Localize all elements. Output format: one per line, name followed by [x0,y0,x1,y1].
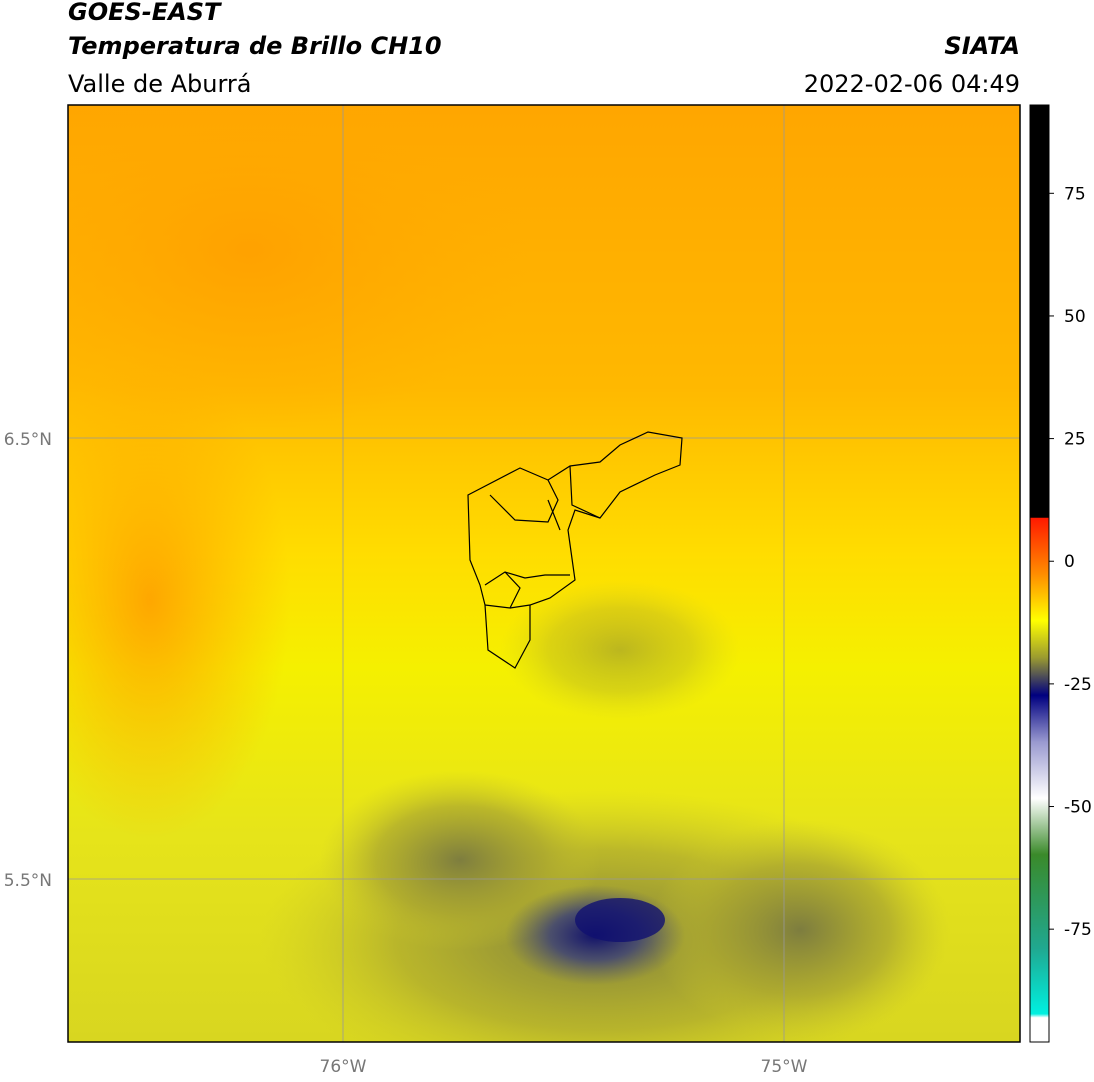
colorbar-tick-label: -50 [1064,798,1092,818]
subtitle: Temperatura de Brillo CH10 [68,32,442,60]
colorbar-tick-label: 75 [1064,184,1086,204]
boundaries [467,431,683,669]
map-raster [68,105,1020,1042]
colorbar-tick-label: 0 [1064,552,1075,572]
lat-label: 5.5°N [4,871,52,891]
colorbar-tick-label: 25 [1064,430,1086,450]
lon-label: 76°W [320,1057,367,1077]
map-frame [67,104,1021,1043]
colorbar-tick-label: -75 [1064,920,1092,940]
title: GOES-EAST [68,0,222,26]
colorbar-tick-label: 50 [1064,307,1086,327]
colorbar-tick-label: -25 [1064,675,1092,695]
region: Valle de Aburrá [68,70,252,98]
lat-label: 6.5°N [4,430,52,450]
colorbar [1029,104,1050,1043]
source: SIATA [944,32,1020,60]
lon-label: 75°W [761,1057,808,1077]
timestamp: 2022-02-06 04:49 [804,70,1020,98]
